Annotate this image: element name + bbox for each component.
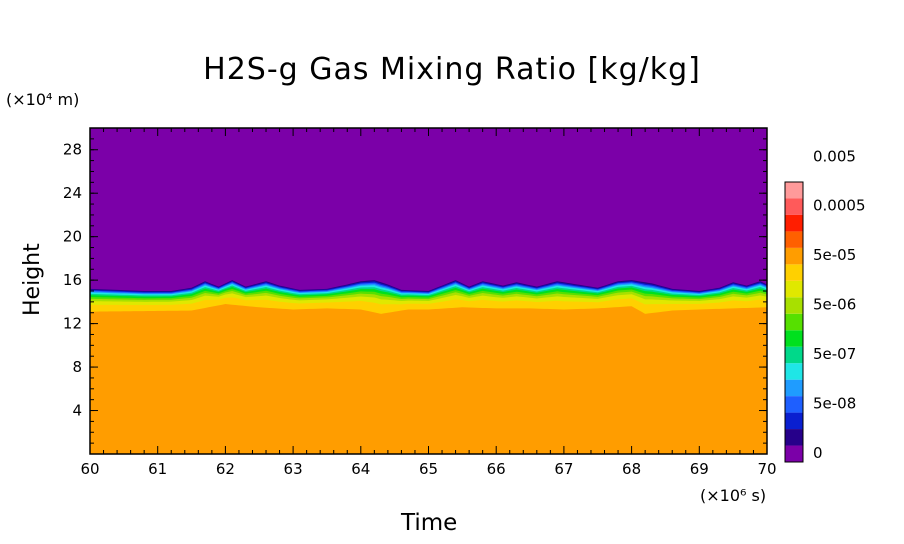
x-tick-label: 61 [148,460,167,478]
lower-region [90,304,767,454]
x-tick-label: 64 [351,460,370,478]
colorbar-label: 5e-07 [813,345,856,363]
colorbar-swatch [785,412,803,430]
colorbar-swatch [785,445,803,462]
y-tick-label: 20 [63,228,82,246]
colorbar-swatch [785,396,803,413]
colorbar-swatch [785,379,803,397]
x-unit-label: (×10⁶ s) [700,486,767,505]
x-tick-label: 68 [622,460,641,478]
colorbar-swatch [785,247,803,265]
colorbar-swatch [785,313,803,331]
colorbar-label: 5e-05 [813,246,856,264]
x-tick-label: 65 [419,460,438,478]
colorbar-swatch [785,198,803,215]
colorbar-swatch [785,429,803,446]
colorbar-swatch [785,297,803,314]
colorbar-label: 0 [813,444,823,462]
x-tick-label: 67 [554,460,573,478]
colorbar-swatch [785,264,803,281]
colorbar-label: 0.0005 [813,197,866,215]
colorbar-swatch [785,182,803,199]
colorbar-swatch [785,330,803,347]
x-tick-label: 60 [80,460,99,478]
y-tick-label: 28 [63,141,82,159]
x-tick-label: 69 [690,460,709,478]
x-tick-label: 66 [487,460,506,478]
colorbar-swatch [785,346,803,364]
colorbar-frame [784,181,804,463]
colorbar-swatch [785,231,803,248]
colorbar-label: 5e-08 [813,394,856,412]
y-tick-label: 8 [72,358,82,376]
colorbar-swatch [785,363,803,380]
colorbar-label: 5e-06 [813,296,856,314]
colorbar-swatch [785,214,803,232]
y-tick-label: 12 [63,315,82,333]
y-unit-label: (×10⁴ m) [6,90,80,109]
x-tick-label: 62 [216,460,235,478]
y-tick-label: 4 [72,402,82,420]
y-tick-label: 24 [63,184,82,202]
y-tick-label: 16 [63,271,82,289]
x-axis-label: Time [401,510,458,536]
colorbar-swatch [785,280,803,298]
colorbar-label: 0.005 [813,147,856,165]
x-tick-label: 70 [757,460,776,478]
chart-title: H2S-g Gas Mixing Ratio [kg/kg] [203,52,701,87]
x-tick-label: 63 [284,460,303,478]
